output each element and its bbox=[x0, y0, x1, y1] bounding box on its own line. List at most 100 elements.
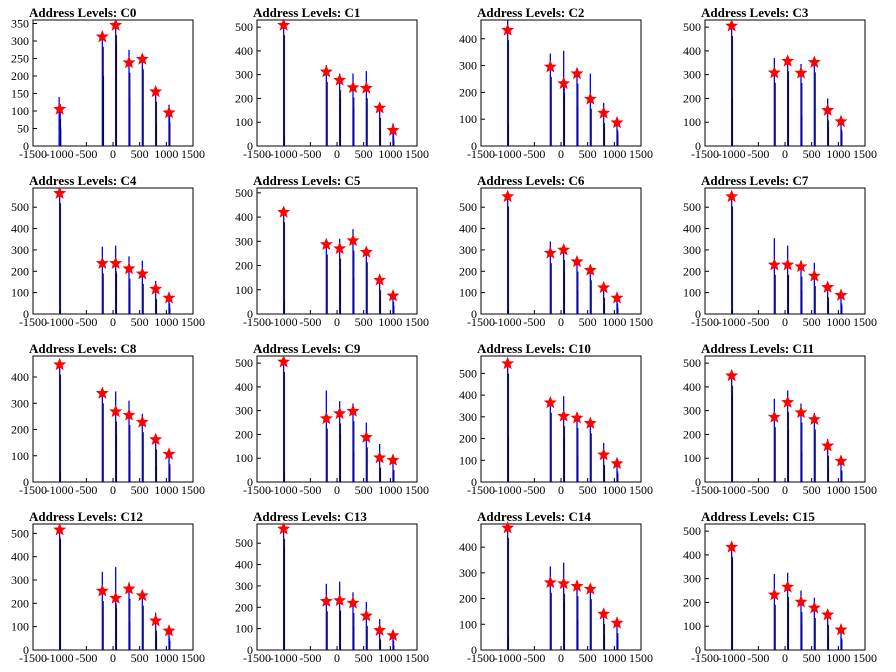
x-tick-label: 0 bbox=[334, 651, 340, 665]
peak-star-marker bbox=[122, 261, 136, 275]
peak-star-marker bbox=[346, 404, 360, 417]
x-tick-label: -1500 bbox=[19, 483, 47, 497]
peak-star-marker bbox=[277, 522, 291, 535]
x-tick-label: 1000 bbox=[602, 315, 626, 329]
x-tick-label: -1500 bbox=[691, 147, 719, 161]
x-tick-label: -500 bbox=[523, 651, 545, 665]
y-tick-label: 400 bbox=[235, 380, 253, 394]
y-tick-label: 300 bbox=[683, 68, 701, 82]
y-tick-label: 200 bbox=[459, 592, 477, 606]
y-tick-label: 200 bbox=[11, 264, 29, 278]
x-tick-label: -1000 bbox=[46, 483, 74, 497]
peak-star-marker bbox=[821, 103, 835, 116]
peak-star-marker bbox=[149, 432, 163, 445]
peak-star-marker bbox=[781, 54, 795, 67]
x-tick-label: -1500 bbox=[691, 483, 719, 497]
peak-star-marker bbox=[557, 409, 571, 422]
peak-star-marker bbox=[162, 105, 176, 119]
y-tick-label: 100 bbox=[11, 286, 29, 300]
x-tick-label: -1500 bbox=[691, 651, 719, 665]
peak-star-marker bbox=[597, 106, 611, 119]
x-tick-label: 500 bbox=[579, 483, 597, 497]
x-tick-label: -1000 bbox=[270, 147, 298, 161]
y-tick-label: 100 bbox=[235, 115, 253, 129]
y-tick-label: 0 bbox=[23, 643, 29, 657]
chart-title: Address Levels: C2 bbox=[477, 5, 584, 20]
peak-star-marker bbox=[557, 576, 571, 590]
x-tick-label: 0 bbox=[334, 483, 340, 497]
x-tick-label: -1500 bbox=[691, 315, 719, 329]
y-tick-label: 100 bbox=[459, 286, 477, 300]
y-tick-label: 0 bbox=[247, 475, 253, 489]
peak-star-marker bbox=[95, 29, 109, 43]
x-tick-label: -1000 bbox=[46, 147, 74, 161]
y-tick-label: 500 bbox=[11, 200, 29, 214]
x-tick-label: 500 bbox=[803, 315, 821, 329]
x-tick-label: -1500 bbox=[467, 147, 495, 161]
peak-star-marker bbox=[359, 245, 373, 258]
chart-svg-1: Address Levels: C10100200300400500-1500-… bbox=[235, 5, 429, 161]
peak-star-marker bbox=[501, 23, 515, 36]
peak-star-marker bbox=[359, 608, 373, 622]
peak-star-marker bbox=[834, 454, 848, 467]
chart-title: Address Levels: C13 bbox=[253, 509, 367, 524]
peak-star-marker bbox=[135, 588, 149, 602]
x-tick-label: 1000 bbox=[378, 147, 402, 161]
x-tick-label: -1000 bbox=[46, 315, 74, 329]
x-tick-label: 1000 bbox=[602, 147, 626, 161]
x-tick-label: 0 bbox=[558, 651, 564, 665]
peak-star-marker bbox=[333, 73, 347, 86]
x-tick-label: 0 bbox=[782, 483, 788, 497]
x-tick-label: 1500 bbox=[853, 147, 877, 161]
x-tick-label: 1500 bbox=[181, 651, 205, 665]
y-tick-label: 0 bbox=[695, 139, 701, 153]
y-tick-label: 0 bbox=[695, 307, 701, 321]
x-tick-label: -1500 bbox=[19, 147, 47, 161]
peak-star-marker bbox=[557, 76, 571, 90]
y-tick-label: 500 bbox=[459, 200, 477, 214]
y-tick-label: 400 bbox=[11, 370, 29, 384]
y-tick-label: 0 bbox=[695, 475, 701, 489]
x-tick-label: 500 bbox=[355, 651, 373, 665]
x-tick-label: -1000 bbox=[46, 651, 74, 665]
y-tick-label: 200 bbox=[11, 69, 29, 83]
x-tick-label: -500 bbox=[299, 315, 321, 329]
chart-svg-4: Address Levels: C40100200300400500-1500-… bbox=[11, 173, 205, 329]
y-tick-label: 200 bbox=[235, 91, 253, 105]
peak-star-marker bbox=[162, 447, 176, 460]
y-tick-label: 300 bbox=[11, 396, 29, 410]
y-tick-label: 0 bbox=[471, 475, 477, 489]
peak-star-marker bbox=[95, 584, 109, 597]
peak-star-marker bbox=[781, 580, 795, 593]
chart-panel-5: Address Levels: C5 0 100 200 300 400 500 -1500-… bbox=[224, 168, 448, 336]
chart-title: Address Levels: C11 bbox=[701, 341, 814, 356]
x-tick-label: -500 bbox=[75, 651, 97, 665]
x-tick-label: 0 bbox=[558, 483, 564, 497]
x-tick-label: -1500 bbox=[243, 147, 271, 161]
peak-star-marker bbox=[319, 411, 333, 425]
x-tick-label: 500 bbox=[131, 651, 149, 665]
peak-star-marker bbox=[95, 386, 109, 399]
x-tick-label: 1000 bbox=[602, 483, 626, 497]
y-tick-label: 200 bbox=[683, 264, 701, 278]
y-tick-label: 200 bbox=[235, 259, 253, 273]
peak-star-marker bbox=[149, 282, 163, 295]
peak-star-marker bbox=[53, 102, 67, 115]
chart-title: Address Levels: C9 bbox=[253, 341, 361, 356]
y-tick-label: 500 bbox=[683, 356, 701, 370]
peak-star-marker bbox=[122, 582, 136, 595]
x-tick-label: -1000 bbox=[718, 483, 746, 497]
peak-star-marker bbox=[333, 406, 347, 420]
x-tick-label: 1500 bbox=[853, 483, 877, 497]
y-tick-label: 300 bbox=[459, 566, 477, 580]
y-tick-label: 400 bbox=[683, 380, 701, 394]
peak-star-marker bbox=[501, 521, 515, 534]
x-tick-label: 1500 bbox=[181, 315, 205, 329]
peak-star-marker bbox=[570, 254, 584, 268]
x-tick-label: 0 bbox=[558, 147, 564, 161]
peak-star-marker bbox=[135, 267, 149, 280]
x-tick-label: -1000 bbox=[494, 147, 522, 161]
y-tick-label: 100 bbox=[11, 449, 29, 463]
y-tick-label: 300 bbox=[235, 404, 253, 418]
x-tick-label: 1000 bbox=[378, 651, 402, 665]
